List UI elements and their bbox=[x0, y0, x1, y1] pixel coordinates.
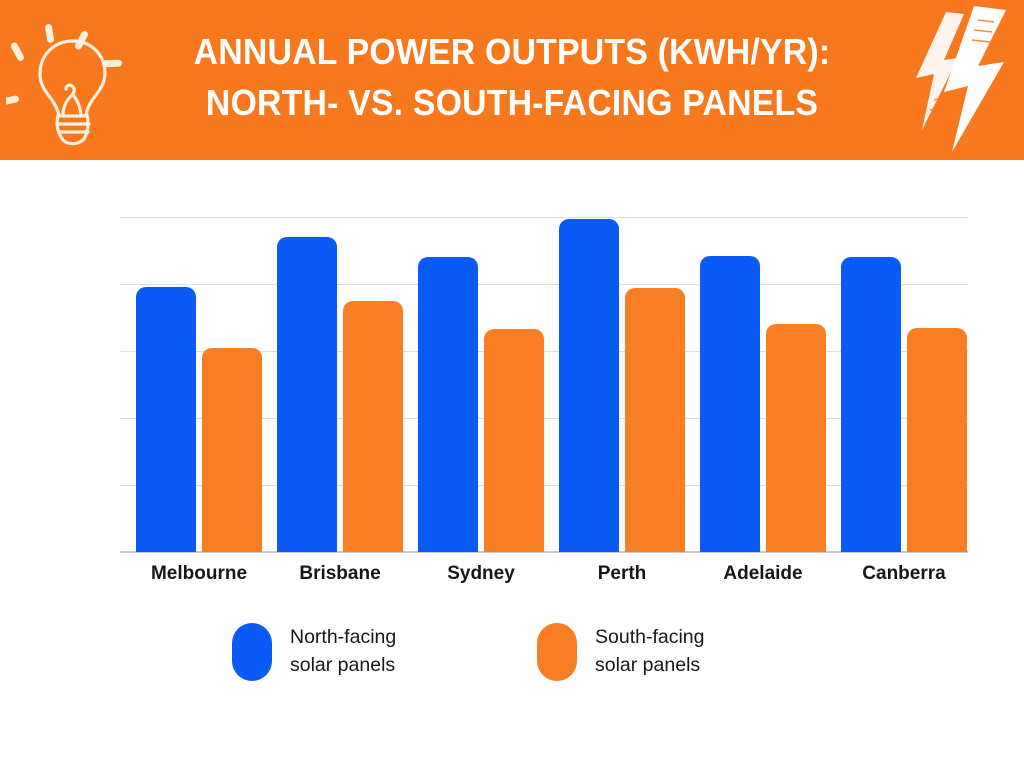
legend-item-north-facing[interactable]: North-facing solar panels bbox=[232, 623, 396, 681]
legend-swatch-south bbox=[537, 623, 577, 681]
bar-south-melbourne[interactable] bbox=[202, 347, 262, 552]
legend-item-south-facing[interactable]: South-facing solar panels bbox=[537, 623, 705, 681]
legend-label-south: South-facing solar panels bbox=[595, 626, 705, 676]
x-tick-label-brisbane: Brisbane bbox=[299, 563, 381, 584]
x-tick-label-melbourne: Melbourne bbox=[150, 563, 248, 584]
bar-groups bbox=[120, 217, 968, 552]
gridline-6000 bbox=[120, 351, 968, 352]
axis-baseline bbox=[120, 551, 968, 553]
bar-north-adelaide[interactable] bbox=[700, 255, 760, 552]
x-tick-label-perth: Perth bbox=[597, 563, 647, 584]
gridline-10000 bbox=[120, 217, 968, 218]
plot-area: 10000 8000 6000 4000 2000 0 bbox=[120, 217, 968, 584]
x-tick-label-adelaide: Adelaide bbox=[723, 563, 803, 584]
x-tick-label-sydney: Sydney bbox=[447, 563, 515, 584]
bar-south-perth[interactable] bbox=[625, 288, 685, 552]
page-title: Annual Power Outputs (kWh/yr): North- vs… bbox=[193, 31, 831, 124]
lightning-bolt-icon bbox=[894, 4, 1020, 159]
legend-label-north: North-facing solar panels bbox=[290, 626, 397, 676]
bar-north-melbourne[interactable] bbox=[136, 287, 196, 552]
gridline-8000 bbox=[120, 284, 968, 285]
bar-north-perth[interactable] bbox=[559, 218, 619, 552]
bar-south-adelaide[interactable] bbox=[766, 324, 826, 552]
bar-south-canberra[interactable] bbox=[907, 327, 967, 552]
x-tick-label-canberra: Canberra bbox=[862, 563, 946, 584]
header-banner: Annual Power Outputs (kWh/yr): North- vs… bbox=[0, 0, 1024, 160]
bar-south-sydney[interactable] bbox=[484, 329, 544, 552]
bar-north-sydney[interactable] bbox=[418, 257, 478, 552]
gridline-4000 bbox=[120, 418, 968, 419]
gridline-2000 bbox=[120, 485, 968, 486]
bar-south-brisbane[interactable] bbox=[343, 300, 403, 552]
bar-north-brisbane[interactable] bbox=[277, 237, 337, 552]
lightbulb-icon bbox=[0, 12, 126, 157]
chart-legend: North-facing solar panels South-facing s… bbox=[0, 623, 1024, 703]
bar-north-canberra[interactable] bbox=[841, 257, 901, 552]
chart-container: 10000 8000 6000 4000 2000 0 bbox=[0, 160, 1024, 768]
legend-swatch-north bbox=[232, 623, 272, 681]
